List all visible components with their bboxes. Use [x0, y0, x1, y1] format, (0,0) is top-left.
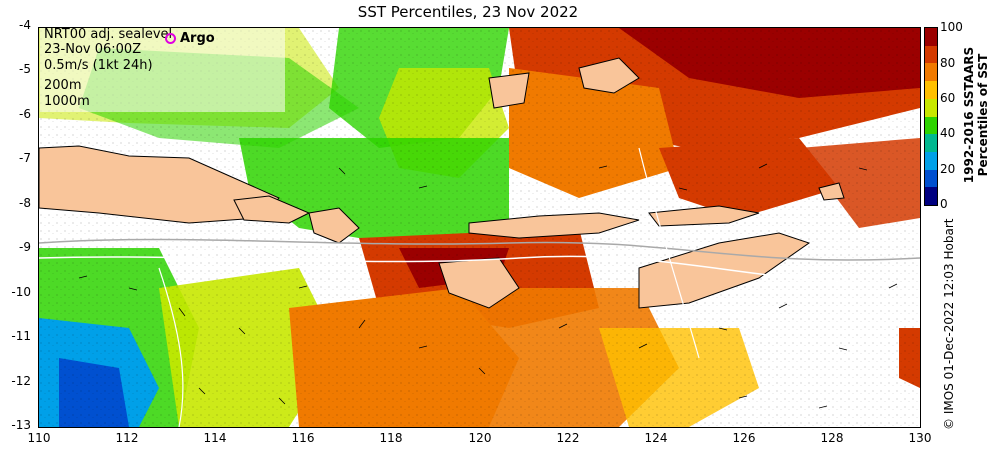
legend-background: [40, 28, 285, 112]
x-tick: 118: [379, 431, 403, 445]
colorbar-segment: [925, 169, 937, 188]
x-tick: 114: [203, 431, 227, 445]
x-tick: 126: [732, 431, 756, 445]
colorbar-segment: [925, 98, 937, 117]
legend-model-label: NRT00 adj. sealevel: [44, 27, 173, 42]
y-tick: -5: [19, 62, 31, 76]
colorbar-tick: 20: [940, 162, 956, 176]
x-tick: 128: [820, 431, 844, 445]
y-tick: -12: [11, 374, 31, 388]
landmasses: [39, 57, 845, 309]
legend-contour-200: 200m: [44, 78, 82, 93]
x-tick: 122: [556, 431, 580, 445]
colorbar-tick: 80: [940, 56, 956, 70]
y-tick: -11: [11, 329, 31, 343]
colorbar-segment: [925, 187, 937, 206]
colorbar-segment: [925, 151, 937, 171]
colorbar-segment: [925, 116, 937, 135]
x-tick: 112: [115, 431, 139, 445]
argo-legend: Argo: [165, 31, 215, 46]
credit-text: © IMOS 01-Dec-2022 12:03 Hobart: [942, 218, 956, 430]
x-tick: 130: [908, 431, 932, 445]
colorbar-title-line2: Percentiles of SST: [976, 53, 990, 177]
legend-contour-1000: 1000m: [44, 94, 90, 109]
colorbar-segment: [925, 134, 937, 153]
y-tick: -4: [19, 18, 31, 32]
colorbar: [924, 27, 938, 206]
colorbar-segment: [925, 28, 937, 47]
x-tick: 110: [27, 431, 51, 445]
colorbar-tick: 40: [940, 126, 956, 140]
argo-label: Argo: [180, 31, 215, 46]
y-tick: -8: [19, 196, 31, 210]
map-title: SST Percentiles, 23 Nov 2022: [357, 3, 579, 21]
y-tick: -7: [19, 151, 31, 165]
colorbar-tick: 100: [940, 20, 963, 34]
y-tick: -10: [11, 285, 31, 299]
colorbar-segment: [925, 81, 937, 100]
x-tick: 116: [291, 431, 315, 445]
colorbar-segment: [925, 63, 937, 82]
colorbar-tick: 0: [940, 197, 948, 211]
bathymetry-contours: [39, 147, 920, 427]
colorbar-segment: [925, 45, 937, 64]
y-tick: -9: [19, 240, 31, 254]
legend-timestamp: 23-Nov 06:00Z: [44, 42, 142, 57]
colorbar-tick: 60: [940, 91, 956, 105]
y-tick: -6: [19, 107, 31, 121]
legend-vector-scale: 0.5m/s (1kt 24h): [44, 58, 153, 73]
current-vectors: [78, 163, 898, 409]
x-tick: 120: [468, 431, 492, 445]
argo-marker-icon: [165, 33, 176, 44]
x-tick: 124: [644, 431, 668, 445]
y-tick: -13: [11, 418, 31, 432]
